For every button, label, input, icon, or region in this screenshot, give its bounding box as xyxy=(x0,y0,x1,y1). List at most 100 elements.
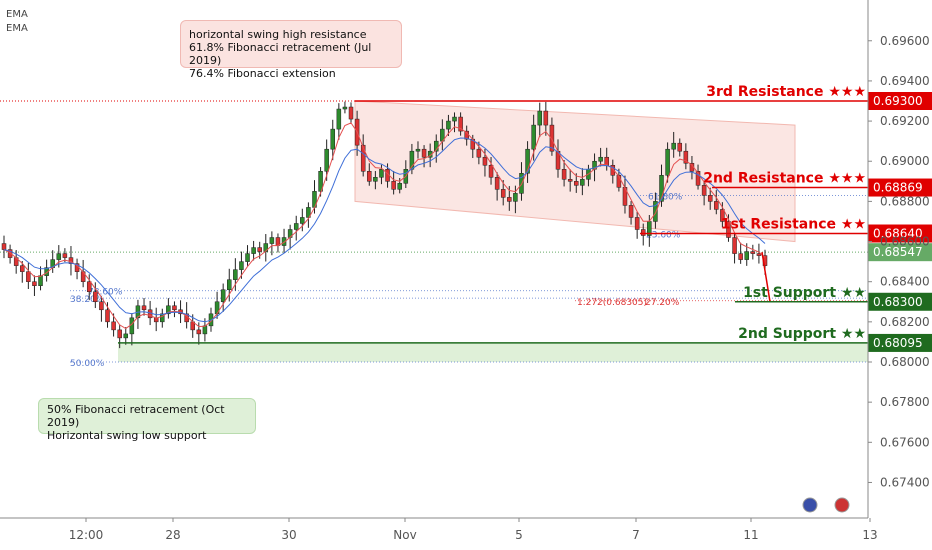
callout-line: Horizontal swing low support xyxy=(47,429,207,442)
candle-body xyxy=(580,179,585,186)
callout-line: 50% Fibonacci retracement (Oct 2019) xyxy=(47,403,225,429)
candle-body xyxy=(86,281,92,292)
candle-body xyxy=(421,148,427,158)
candle-body xyxy=(318,171,323,192)
candle-body xyxy=(488,164,494,178)
candle-body xyxy=(397,183,402,190)
candle-body xyxy=(567,179,573,182)
candle-body xyxy=(123,333,129,339)
fib-label: 38.20% xyxy=(70,295,105,305)
candle-body xyxy=(306,207,311,218)
candle-body xyxy=(391,181,396,190)
candle-body xyxy=(659,175,664,202)
time-tick-label: 5 xyxy=(515,528,523,542)
candle-body xyxy=(415,148,421,152)
time-tick-label: 30 xyxy=(281,528,296,542)
level-label: 2nd Resistance ★★★ xyxy=(703,171,866,187)
candle-body xyxy=(281,237,287,246)
candle-body xyxy=(513,193,518,202)
candle-body xyxy=(68,257,74,264)
level-label: 3rd Resistance ★★★ xyxy=(706,84,866,100)
candle-body xyxy=(531,124,536,150)
flag-icon[interactable] xyxy=(802,497,818,513)
candle-body xyxy=(732,237,737,254)
candle-body xyxy=(598,156,603,162)
indicator-label-ema-2[interactable]: EMA xyxy=(6,23,28,34)
candle-body xyxy=(574,181,579,186)
candle-body xyxy=(634,217,640,230)
price-tick-label: 0.69200 xyxy=(880,114,930,128)
current-price-tag-text: 0.68547 xyxy=(873,245,923,259)
candle-body xyxy=(141,305,147,311)
candle-body xyxy=(293,223,299,230)
price-tag xyxy=(868,292,932,311)
fib-label: 61.80% xyxy=(648,192,683,202)
candle-body xyxy=(233,269,238,280)
price-axis: 0.69300 0.68869 0.68640 0.68300 0.68095 0.685… xyxy=(867,0,932,518)
candle-body xyxy=(38,275,43,286)
fib-label: 1.272(0.68305) xyxy=(577,298,647,308)
bottom-icons xyxy=(802,497,850,513)
price-tag xyxy=(868,92,932,110)
price-tag-text: 0.68640 xyxy=(873,227,923,241)
price-tick-label: 0.69600 xyxy=(880,34,930,48)
indicator-label-ema-1[interactable]: EMA xyxy=(6,9,28,20)
candle-body xyxy=(324,148,329,172)
candle-body xyxy=(543,110,549,126)
candle-body xyxy=(628,205,634,218)
candle-body xyxy=(756,253,762,256)
callout-line: 76.4% Fibonacci extension xyxy=(189,67,336,80)
candle-body xyxy=(172,305,177,311)
price-tag xyxy=(868,333,932,352)
price-tag-text: 0.69300 xyxy=(873,94,923,108)
candle-body xyxy=(336,108,342,130)
price-tag-text: 0.68300 xyxy=(873,295,923,309)
candle-body xyxy=(610,164,616,176)
candle-body xyxy=(476,148,482,158)
candle-body xyxy=(653,201,658,222)
fib-label: 50.00% xyxy=(70,359,105,369)
price-tag-text: 0.68869 xyxy=(873,181,923,195)
candle-body xyxy=(160,313,165,323)
candle-body xyxy=(7,249,13,258)
time-tick-label: 13 xyxy=(862,528,877,542)
projection-line xyxy=(761,252,771,302)
candle-body xyxy=(482,156,488,166)
candle-body xyxy=(1,243,7,250)
candle-body xyxy=(616,175,622,188)
candle-body xyxy=(269,237,275,244)
candle-body xyxy=(714,201,719,210)
callout-line: 61.8% Fibonacci retracement (Jul 2019) xyxy=(189,41,372,67)
price-tick-label: 0.69400 xyxy=(880,74,930,88)
candle-body xyxy=(507,197,512,202)
candle-body xyxy=(245,253,250,262)
support-zone xyxy=(118,342,868,362)
candle-body xyxy=(93,291,98,303)
price-tick-label: 0.67400 xyxy=(880,475,930,489)
fib-label: 23.60% xyxy=(646,231,681,241)
candle-body xyxy=(360,144,366,172)
candle-body xyxy=(220,289,226,303)
candle-body xyxy=(738,253,743,260)
candle-body xyxy=(32,281,37,286)
flag-icon[interactable] xyxy=(834,497,850,513)
candle-body xyxy=(166,305,171,315)
levels: 3rd Resistance ★★★ 2nd Resistance ★★★ 1st … xyxy=(118,84,868,344)
candle-body xyxy=(105,309,110,323)
ema-fast-line xyxy=(3,122,766,330)
candle-body xyxy=(20,265,25,272)
current-price-tag xyxy=(868,243,932,262)
candle-body xyxy=(330,128,336,150)
candle-body xyxy=(458,116,463,132)
candle-body xyxy=(640,229,646,236)
candle-body xyxy=(117,329,122,339)
candle-body xyxy=(500,189,506,198)
candle-body xyxy=(494,177,500,190)
candle-body xyxy=(720,209,725,222)
candle-body xyxy=(129,317,135,335)
price-tag-text: 0.68095 xyxy=(873,336,923,350)
candle-body xyxy=(99,301,104,311)
candle-body xyxy=(379,169,384,178)
candle-body xyxy=(367,171,372,182)
